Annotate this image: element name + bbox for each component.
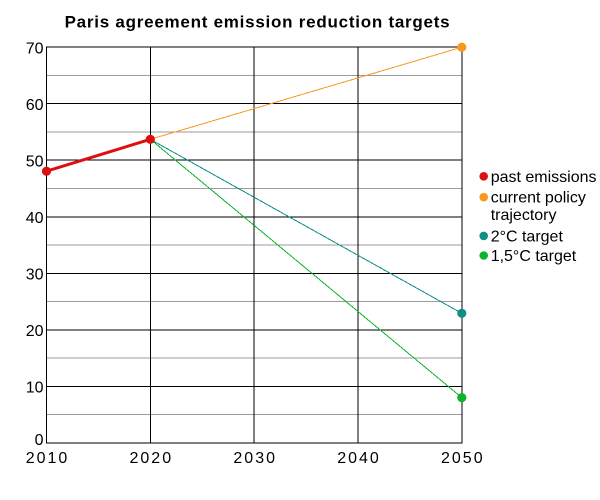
svg-text:2010: 2010 [26, 450, 70, 467]
svg-text:past emissions: past emissions [491, 169, 597, 186]
svg-text:trajectory: trajectory [491, 207, 557, 224]
svg-text:1,5°C target: 1,5°C target [491, 248, 577, 265]
svg-text:2040: 2040 [337, 450, 381, 467]
svg-text:2°C target: 2°C target [491, 228, 564, 245]
svg-text:20: 20 [26, 323, 44, 340]
svg-text:Paris agreement emission reduc: Paris agreement emission reduction targe… [65, 13, 451, 32]
svg-text:2020: 2020 [130, 450, 174, 467]
svg-text:10: 10 [26, 380, 44, 397]
svg-text:30: 30 [26, 267, 44, 284]
svg-text:2030: 2030 [233, 450, 277, 467]
svg-text:current policy: current policy [491, 190, 586, 207]
svg-text:70: 70 [26, 41, 44, 58]
svg-text:2050: 2050 [441, 450, 485, 467]
svg-text:40: 40 [26, 210, 44, 227]
svg-text:50: 50 [26, 154, 44, 171]
svg-text:0: 0 [35, 432, 44, 449]
svg-text:60: 60 [26, 97, 44, 114]
